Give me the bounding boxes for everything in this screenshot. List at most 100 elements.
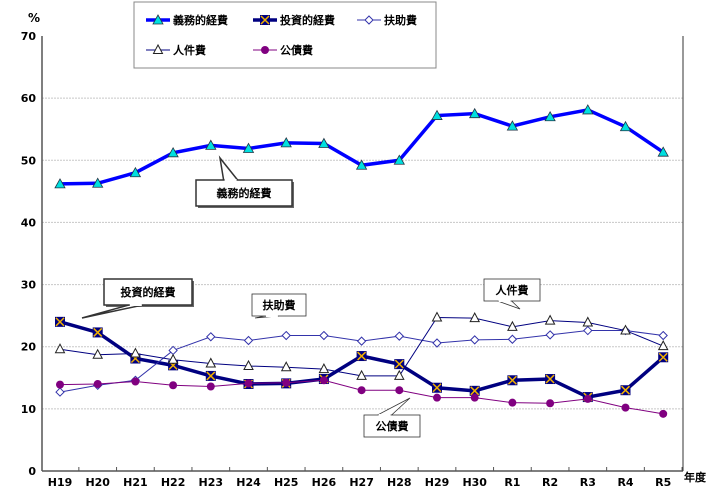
series-1 [55, 316, 669, 403]
series-line [59, 108, 665, 186]
triangle-marker [318, 137, 330, 148]
circle-marker [659, 409, 668, 418]
triangle-open-marker [243, 359, 254, 370]
y-tick-label: 40 [21, 216, 37, 229]
y-axis-label: % [28, 11, 40, 25]
circle-marker [470, 393, 479, 402]
diamond-marker [583, 325, 593, 336]
triangle-marker [355, 159, 368, 170]
triangle-marker [129, 166, 142, 178]
circle-marker [261, 46, 269, 54]
triangle-marker [544, 110, 556, 122]
diamond-marker [281, 330, 291, 341]
triangle-marker [242, 142, 255, 153]
callout-4: 公債費 [363, 397, 421, 438]
x-axis-label: 年度 [684, 470, 707, 484]
y-tick-label: 20 [21, 341, 37, 354]
diamond-marker [507, 334, 518, 344]
diamond-marker [55, 387, 65, 397]
legend-item: 扶助費 [357, 13, 417, 27]
triangle-open-marker [152, 43, 164, 54]
triangle-open-marker [130, 347, 141, 358]
triangle-open-marker [620, 324, 631, 335]
triangle-open-marker [205, 357, 217, 368]
triangle-open-marker [54, 343, 66, 354]
circle-marker [433, 393, 441, 402]
x-tick-label: H26 [312, 476, 337, 489]
triangle-open-marker [657, 340, 669, 351]
legend-label: 義務的経費 [173, 13, 228, 27]
circle-marker [131, 377, 140, 386]
triangle-marker [582, 104, 594, 115]
gridlines [42, 97, 683, 410]
series-0 [54, 104, 669, 189]
y-tick-label: 30 [21, 279, 37, 292]
diamond-marker [356, 336, 367, 346]
x-tick-label: R2 [542, 476, 558, 489]
y-tick-label: 50 [21, 154, 37, 167]
circle-marker [244, 379, 253, 388]
x-tick-label: H28 [387, 476, 412, 489]
callout-label: 人件費 [496, 283, 529, 297]
triangle-marker [619, 120, 632, 132]
diamond-marker [206, 332, 216, 342]
circle-marker [621, 403, 630, 412]
callout-1: 投資的経費 [81, 278, 194, 319]
x-tick-label: H27 [349, 476, 374, 489]
circle-marker [583, 394, 592, 403]
triangle-marker [469, 107, 481, 119]
legend-item: 公債費 [253, 43, 313, 57]
circle-marker [206, 382, 215, 391]
circle-marker [169, 381, 178, 390]
circle-marker [93, 380, 102, 388]
triangle-open-marker [356, 369, 367, 380]
triangle-marker [205, 139, 217, 150]
circle-marker [282, 378, 291, 387]
series-3 [54, 311, 669, 380]
triangle-open-marker [280, 361, 292, 372]
y-tick-label: 0 [28, 465, 36, 478]
triangle-open-marker [318, 363, 330, 374]
diamond-marker [394, 331, 405, 341]
callout-2: 扶助費 [251, 293, 307, 319]
legend-label: 人件費 [173, 43, 206, 57]
triangle-marker [431, 109, 443, 120]
circle-marker [395, 386, 404, 395]
triangle-marker [152, 14, 164, 25]
triangle-open-marker [507, 320, 518, 331]
triangle-open-marker [431, 311, 443, 322]
y-axis-ticks: 0 10 20 30 40 50 60 70 [21, 30, 37, 478]
circle-marker [508, 398, 517, 407]
legend-item: 投資的経費 [253, 13, 335, 27]
triangle-open-marker [393, 369, 405, 380]
circle-marker [319, 376, 328, 385]
x-tick-label: H20 [85, 476, 110, 489]
triangle-marker [54, 178, 66, 189]
x-tick-label: H25 [274, 476, 299, 489]
legend-label: 扶助費 [384, 13, 417, 27]
x-tick-label: R4 [617, 476, 633, 489]
callout-label: 扶助費 [263, 298, 296, 312]
x-tick-label: H24 [236, 476, 261, 489]
diamond-marker [432, 338, 442, 348]
triangle-marker [92, 177, 104, 188]
x-tick-label: H23 [199, 476, 224, 489]
triangle-open-marker [167, 353, 179, 364]
diamond-marker [469, 335, 480, 345]
diamond-marker [243, 335, 254, 346]
triangle-open-marker [582, 316, 594, 327]
callout-3: 人件費 [483, 278, 541, 310]
x-tick-label: H21 [123, 476, 148, 489]
series-lines [54, 104, 669, 418]
legend-label: 公債費 [280, 43, 313, 57]
x-tick-label: H19 [48, 476, 73, 489]
x-axis-ticks: H19 H20 H21 H22 H23 H24 H25 H26 H27 H28 H29 H30 R1 R2… [48, 467, 683, 489]
legend-item: 人件費 [146, 43, 206, 57]
legend-box [133, 1, 437, 69]
triangle-open-marker [469, 312, 481, 323]
triangle-marker [506, 120, 519, 131]
y-tick-label: 60 [21, 92, 37, 105]
triangle-marker [393, 154, 405, 165]
y-tick-label: 70 [21, 30, 37, 43]
